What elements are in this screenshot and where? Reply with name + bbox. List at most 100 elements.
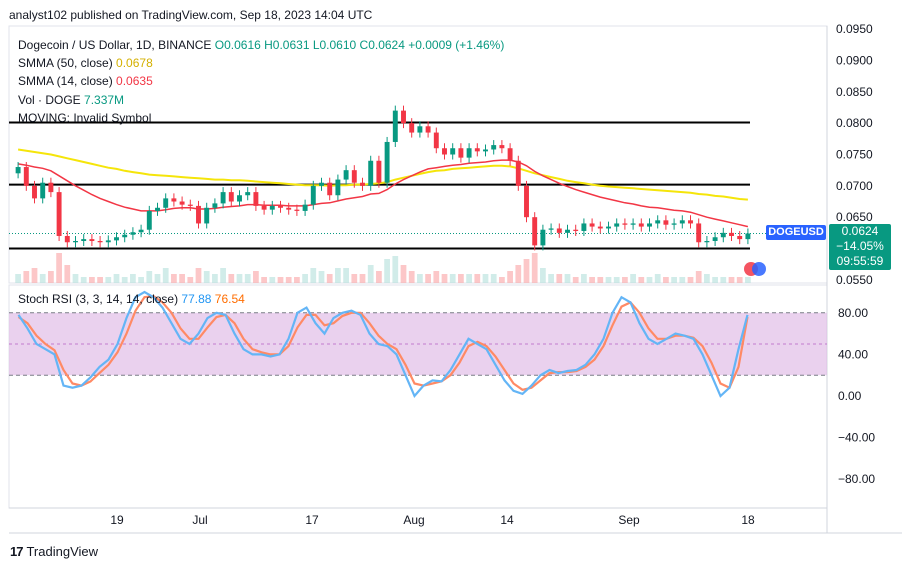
- candle-body: [212, 203, 218, 208]
- candle-body: [433, 132, 439, 149]
- volume-bar: [138, 277, 144, 283]
- candle-body: [729, 232, 734, 236]
- smma50-label: SMMA (50, close): [18, 56, 113, 71]
- candle-body: [589, 223, 595, 227]
- candle-body: [499, 145, 505, 149]
- volume-bar: [736, 277, 743, 283]
- candle-body: [138, 229, 144, 233]
- volume-bar: [359, 274, 366, 283]
- stoch-legend[interactable]: Stoch RSI (3, 3, 14, 14, close) 77.88 76…: [18, 292, 245, 306]
- volume-bar: [121, 277, 128, 283]
- smma14-value: 0.0635: [116, 74, 153, 89]
- candle-body: [237, 195, 242, 202]
- candle-body: [450, 148, 456, 155]
- volume-bar: [720, 277, 727, 283]
- footer-brand[interactable]: 17 TradingView: [10, 544, 98, 559]
- legend-volume-row[interactable]: Vol · DOGE 7.337M: [18, 91, 504, 109]
- candle-body: [327, 182, 333, 196]
- stoch-tick-label: 80.00: [838, 306, 868, 320]
- volume-bar: [179, 274, 185, 283]
- volume-bar: [712, 277, 718, 283]
- volume-bar: [441, 274, 448, 283]
- volume-bar: [646, 277, 653, 283]
- volume-bar: [48, 271, 54, 283]
- volume-bar: [638, 277, 645, 283]
- volume-bar: [162, 268, 169, 283]
- candle-body: [688, 220, 693, 224]
- candle-body: [458, 148, 464, 158]
- candle-body: [515, 160, 521, 186]
- candle-body: [671, 223, 677, 225]
- candle-body: [122, 234, 128, 238]
- volume-bar: [261, 277, 267, 283]
- volume-bar: [679, 277, 686, 283]
- legend-smma14-row[interactable]: SMMA (14, close) 0.0635: [18, 72, 504, 90]
- volume-bar: [474, 274, 481, 283]
- volume-bar: [310, 268, 317, 283]
- legend-symbol-row: Dogecoin / US Dollar, 1D, BINANCE O0.061…: [18, 36, 504, 54]
- price-tick-label: 0.0750: [836, 148, 873, 162]
- volume-bar: [548, 274, 554, 283]
- candle-body: [269, 205, 275, 210]
- candle-body: [474, 148, 480, 152]
- volume-bar: [630, 274, 636, 283]
- candle-body: [622, 223, 628, 225]
- candle-body: [745, 233, 751, 240]
- smma50-value: 0.0678: [116, 56, 153, 71]
- volume-bar: [622, 277, 628, 283]
- volume-bar: [187, 277, 194, 283]
- candle-body: [245, 192, 251, 196]
- candle-body: [261, 205, 267, 210]
- stoch-d-line: [17, 295, 749, 391]
- candle-body: [597, 226, 603, 229]
- price-tick-label: 0.0650: [836, 210, 873, 224]
- price-layer: [9, 105, 827, 283]
- stoch-k-value: 77.88: [181, 292, 212, 306]
- bar-countdown: 09:55:59: [836, 254, 884, 268]
- volume-bar: [326, 274, 333, 283]
- candle-body: [417, 126, 423, 133]
- volume-bar: [745, 277, 751, 283]
- volume-bar: [89, 277, 95, 283]
- candle-body: [638, 223, 644, 227]
- candle-body: [171, 198, 177, 202]
- price-tick-label: 0.0950: [836, 22, 873, 36]
- time-tick-label: Aug: [403, 513, 424, 527]
- price-change: −14.05%: [836, 239, 884, 253]
- candle-body: [204, 207, 210, 224]
- candle-body: [524, 185, 529, 218]
- stoch-label: Stoch RSI (3, 3, 14, 14, close): [18, 292, 179, 306]
- volume-bar: [417, 274, 423, 283]
- candle-body: [540, 229, 546, 246]
- volume-bar: [408, 271, 415, 283]
- candle-body: [286, 207, 292, 210]
- volume-bar: [154, 274, 161, 283]
- volume-bar: [458, 274, 464, 283]
- flag-icon: [752, 262, 766, 276]
- stoch-tick-label: −40.00: [838, 431, 875, 445]
- candle-body: [130, 232, 136, 235]
- candle-body: [73, 241, 78, 243]
- candle-body: [335, 179, 341, 196]
- volume-bar: [572, 277, 579, 283]
- candle-body: [15, 167, 21, 174]
- candle-body: [679, 220, 685, 224]
- volume-label: Vol · DOGE: [18, 92, 81, 107]
- candle-body: [384, 141, 390, 183]
- volume-bar: [220, 268, 226, 283]
- volume-bar: [695, 271, 702, 283]
- price-tick-label: 0.0850: [836, 85, 873, 99]
- candle-body: [466, 148, 472, 158]
- volume-bar: [31, 268, 38, 283]
- stoch-tick-label: 40.00: [838, 347, 868, 361]
- legend-smma50-row[interactable]: SMMA (50, close) 0.0678: [18, 54, 504, 72]
- volume-bar: [728, 277, 735, 283]
- candle-body: [196, 205, 201, 224]
- legend-moving-row[interactable]: MOVING: Invalid Symbol: [18, 109, 504, 127]
- candle-body: [392, 110, 398, 142]
- volume-bar: [285, 277, 292, 283]
- moving-label: MOVING: Invalid Symbol: [18, 110, 152, 125]
- volume-bar: [294, 277, 300, 283]
- candle-body: [630, 223, 636, 225]
